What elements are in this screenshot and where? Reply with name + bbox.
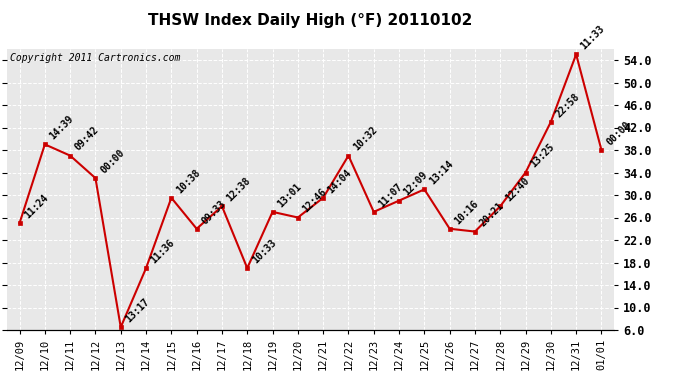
Text: 12:46: 12:46: [301, 187, 328, 215]
Text: 00:00: 00:00: [604, 119, 632, 147]
Text: 14:04: 14:04: [326, 167, 354, 195]
Text: 13:17: 13:17: [124, 297, 151, 324]
Text: 12:09: 12:09: [402, 170, 430, 198]
Text: Copyright 2011 Cartronics.com: Copyright 2011 Cartronics.com: [10, 53, 180, 63]
Text: 13:14: 13:14: [427, 159, 455, 187]
Text: 09:42: 09:42: [73, 125, 101, 153]
Text: 12:38: 12:38: [225, 176, 253, 204]
Text: 12:40: 12:40: [503, 176, 531, 204]
Text: 14:39: 14:39: [48, 114, 75, 142]
Text: 10:38: 10:38: [174, 167, 202, 195]
Text: 00:00: 00:00: [98, 147, 126, 176]
Text: 10:32: 10:32: [351, 125, 379, 153]
Text: 09:33: 09:33: [199, 198, 227, 226]
Text: 11:07: 11:07: [377, 181, 404, 209]
Text: 22:58: 22:58: [553, 91, 582, 119]
Text: 10:16: 10:16: [453, 198, 480, 226]
Text: 11:24: 11:24: [22, 192, 50, 220]
Text: 10:33: 10:33: [250, 237, 278, 266]
Text: 11:33: 11:33: [579, 24, 607, 52]
Text: 13:01: 13:01: [275, 181, 303, 209]
Text: 20:21: 20:21: [477, 201, 506, 229]
Text: THSW Index Daily High (°F) 20110102: THSW Index Daily High (°F) 20110102: [148, 13, 473, 28]
Text: 13:25: 13:25: [529, 142, 556, 170]
Text: 11:36: 11:36: [149, 237, 177, 266]
